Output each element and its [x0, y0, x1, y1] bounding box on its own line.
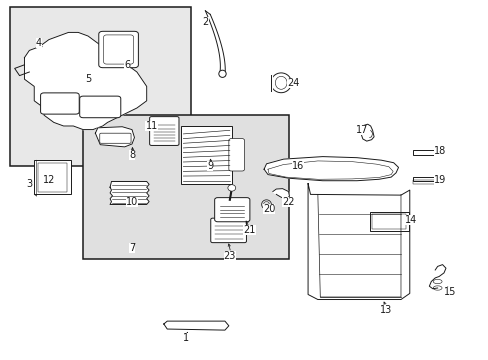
Text: 11: 11	[145, 121, 158, 131]
FancyBboxPatch shape	[181, 126, 232, 184]
Text: 17: 17	[355, 125, 367, 135]
Text: 21: 21	[243, 225, 255, 235]
Text: 12: 12	[42, 175, 55, 185]
Bar	[412, 180, 437, 184]
FancyBboxPatch shape	[41, 93, 79, 114]
FancyBboxPatch shape	[99, 31, 138, 68]
Text: 5: 5	[85, 74, 91, 84]
Text: 18: 18	[433, 146, 446, 156]
FancyBboxPatch shape	[214, 198, 249, 222]
Bar	[83, 115, 288, 259]
Bar	[34, 160, 71, 194]
Text: 22: 22	[282, 197, 294, 207]
Text: 9: 9	[207, 161, 213, 171]
Text: 6: 6	[124, 60, 130, 70]
FancyBboxPatch shape	[210, 218, 246, 243]
Bar	[38, 163, 67, 192]
Bar	[369, 212, 408, 231]
Text: 4: 4	[36, 38, 42, 48]
Text: 10: 10	[125, 197, 138, 207]
Text: 13: 13	[379, 305, 392, 315]
Text: 20: 20	[262, 204, 275, 214]
Ellipse shape	[219, 70, 225, 77]
Text: 7: 7	[129, 243, 135, 253]
Bar	[371, 214, 406, 229]
Text: 14: 14	[404, 215, 416, 225]
Polygon shape	[24, 32, 146, 130]
Polygon shape	[163, 321, 228, 330]
Polygon shape	[110, 181, 149, 204]
Ellipse shape	[270, 73, 291, 93]
Text: 19: 19	[433, 175, 446, 185]
Polygon shape	[307, 184, 409, 300]
Bar	[412, 177, 437, 181]
Text: 15: 15	[443, 287, 455, 297]
Bar	[412, 150, 437, 155]
FancyBboxPatch shape	[80, 96, 121, 118]
Polygon shape	[95, 127, 134, 147]
Polygon shape	[264, 157, 398, 181]
Text: 3: 3	[26, 179, 32, 189]
Text: 23: 23	[223, 251, 236, 261]
FancyBboxPatch shape	[100, 133, 131, 143]
Text: 24: 24	[286, 78, 299, 88]
FancyBboxPatch shape	[149, 117, 179, 145]
Text: 1: 1	[183, 333, 188, 343]
Polygon shape	[272, 189, 289, 199]
Text: 2: 2	[202, 17, 208, 27]
FancyBboxPatch shape	[228, 139, 244, 171]
Text: 16: 16	[291, 161, 304, 171]
Polygon shape	[205, 11, 225, 76]
Bar	[10, 7, 190, 166]
Text: 8: 8	[129, 150, 135, 160]
Ellipse shape	[227, 185, 235, 191]
